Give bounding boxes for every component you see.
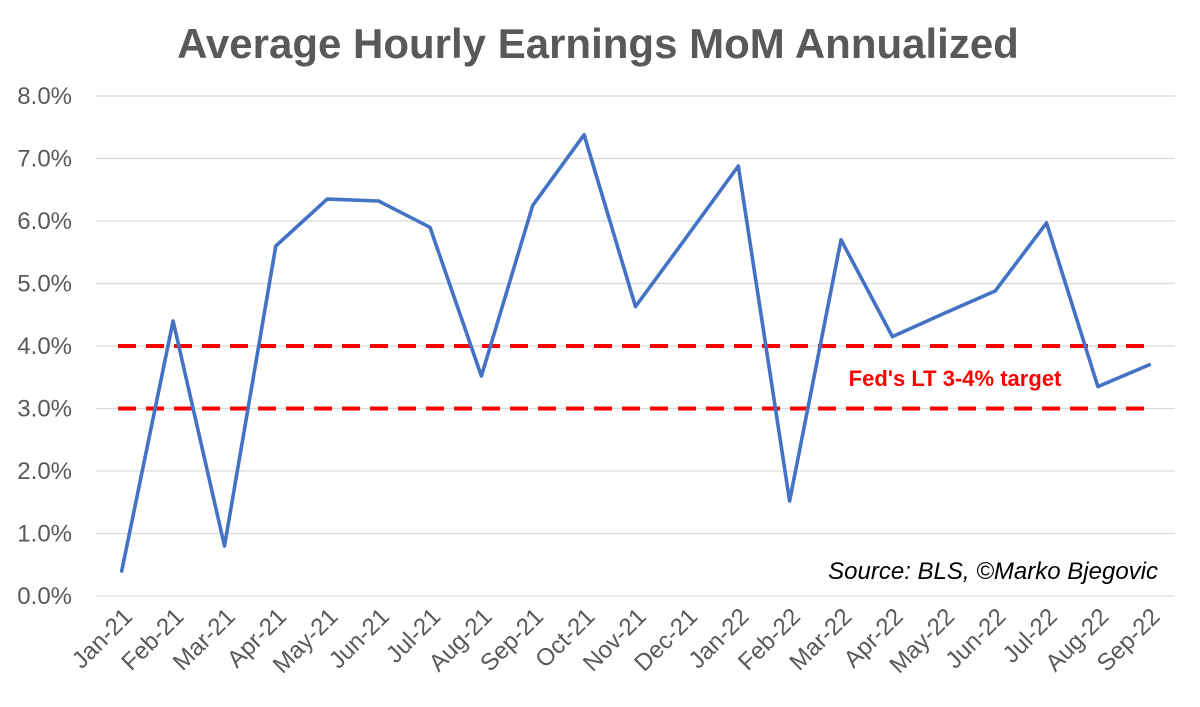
data-point — [171, 319, 175, 323]
data-point — [222, 544, 226, 548]
data-point — [1096, 385, 1100, 389]
data-point — [993, 289, 997, 293]
data-point — [274, 244, 278, 248]
x-axis: Jan-21Feb-21Mar-21Apr-21May-21Jun-21Jul-… — [67, 603, 1166, 679]
data-point — [942, 312, 946, 315]
data-point — [531, 203, 535, 207]
data-point — [839, 238, 843, 242]
data-point — [634, 305, 637, 309]
data-point — [479, 374, 483, 378]
data-point — [685, 235, 689, 239]
y-tick-label: 1.0% — [17, 521, 72, 548]
data-point — [1045, 221, 1049, 225]
y-tick-label: 4.0% — [17, 333, 72, 360]
series-line — [119, 133, 1152, 573]
data-point — [736, 164, 740, 168]
data-point — [788, 499, 792, 503]
series-layer — [119, 133, 1152, 573]
y-tick-label: 5.0% — [17, 271, 72, 298]
y-tick-label: 7.0% — [17, 146, 72, 173]
y-tick-label: 8.0% — [17, 83, 72, 110]
target-label: Fed's LT 3-4% target — [849, 366, 1062, 391]
data-point — [325, 197, 329, 201]
y-tick-label: 2.0% — [17, 458, 72, 485]
y-tick-label: 0.0% — [17, 583, 72, 610]
target-band — [118, 344, 1153, 411]
y-tick-label: 6.0% — [17, 208, 72, 235]
y-axis: 0.0% 1.0% 2.0% 3.0% 4.0% 5.0% 6.0% 7.0% 8.0% — [17, 83, 72, 610]
source-label: Source: BLS, ©Marko Bjegovic — [828, 558, 1158, 585]
chart-title: Average Hourly Earnings MoM Annualized — [177, 20, 1019, 67]
data-point — [377, 199, 381, 203]
data-point — [890, 335, 894, 339]
data-point — [1147, 363, 1151, 367]
data-point — [428, 225, 432, 229]
y-tick-label: 3.0% — [17, 396, 72, 423]
data-point — [120, 569, 124, 573]
data-point — [582, 133, 586, 137]
